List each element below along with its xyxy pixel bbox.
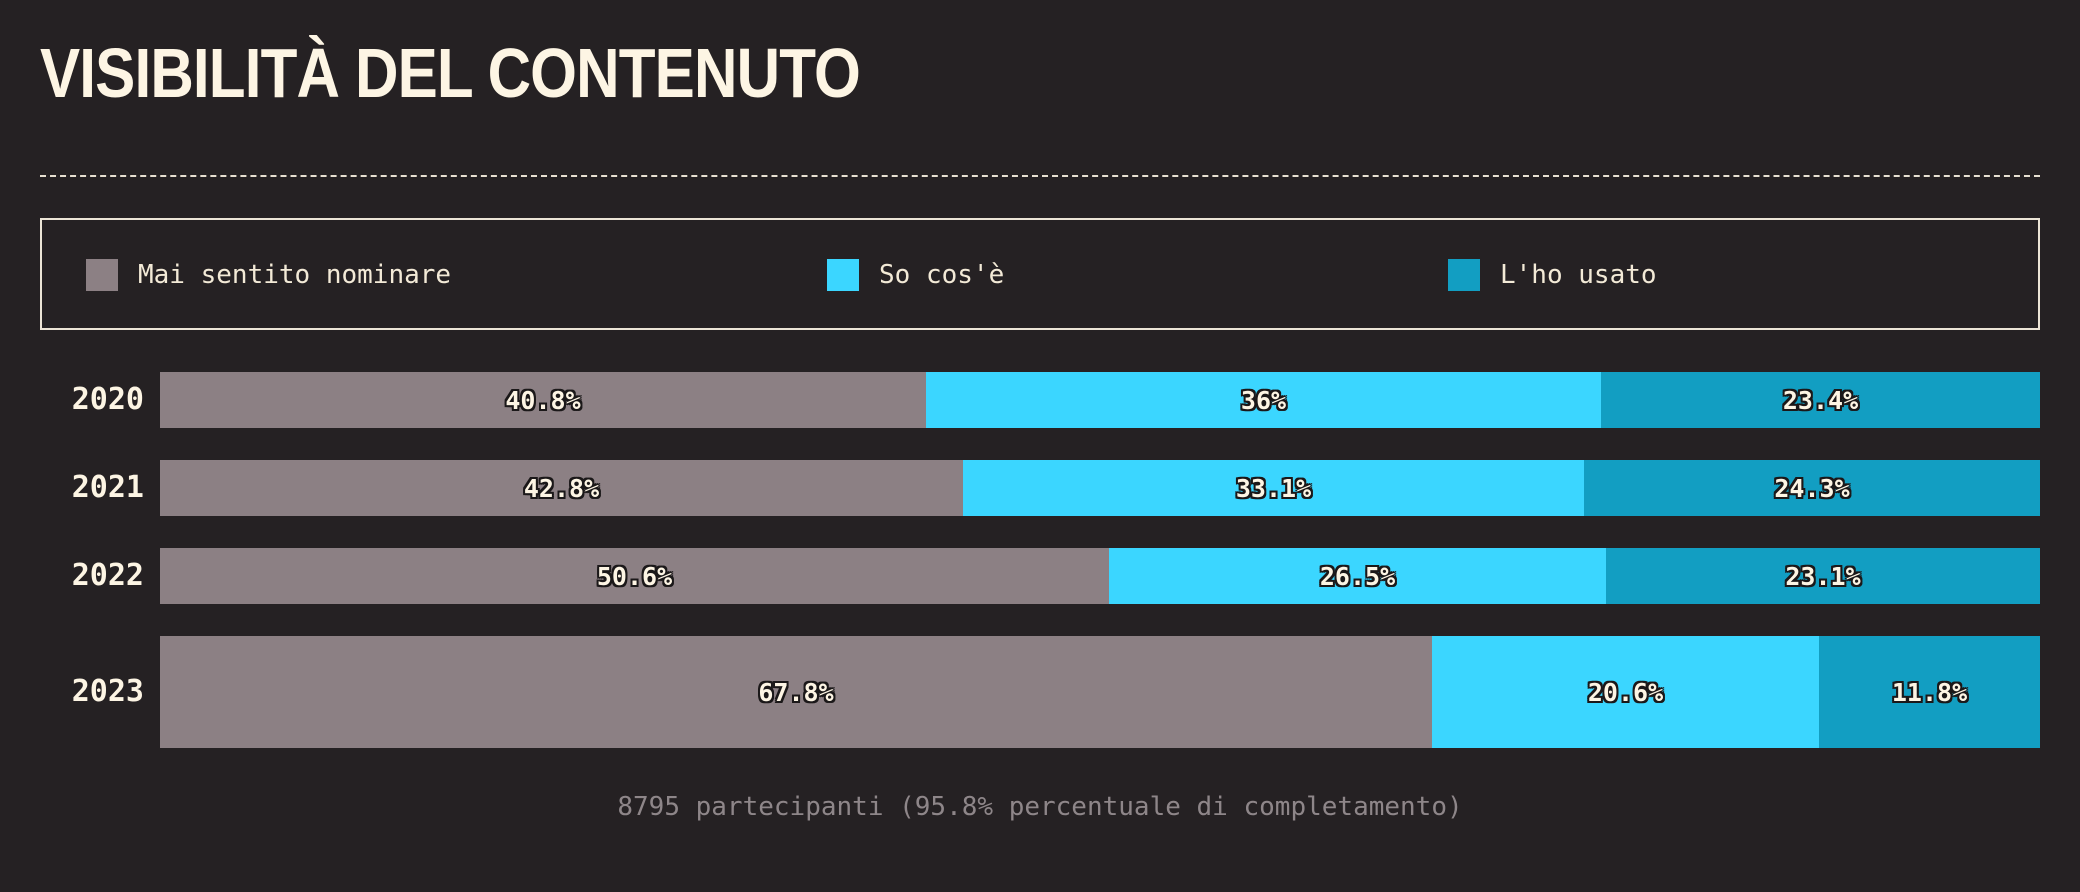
legend-label-l-ho-usato: L'ho usato bbox=[1500, 260, 1657, 290]
data-label-2022-mai-sentito-nominare: 50.6% bbox=[596, 561, 673, 591]
legend-item-l-ho-usato: L'ho usato bbox=[1448, 259, 1657, 291]
legend-label-mai-sentito-nominare: Mai sentito nominare bbox=[138, 260, 452, 290]
year-label-2023: 2023 bbox=[71, 674, 144, 709]
bar-segment-2023-l-ho-usato: 11.8% bbox=[1819, 636, 2040, 748]
page-title: VISIBILITÀ DEL CONTENUTO bbox=[40, 34, 861, 112]
bar-segment-2023-mai-sentito-nominare: 67.8% bbox=[160, 636, 1432, 748]
bar-segment-2021-mai-sentito-nominare: 42.8% bbox=[160, 460, 963, 516]
participants-footer: 8795 partecipanti (95.8% percentuale di … bbox=[617, 792, 1463, 822]
bar-segment-2022-mai-sentito-nominare: 50.6% bbox=[160, 548, 1109, 604]
dashed-divider bbox=[40, 175, 2040, 177]
bar-segment-2020-mai-sentito-nominare: 40.8% bbox=[160, 372, 926, 428]
bar-2021: 42.8% 33.1% 24.3% bbox=[160, 460, 2040, 516]
data-label-2020-so-cos-e: 36% bbox=[1240, 385, 1287, 415]
bar-segment-2020-l-ho-usato: 23.4% bbox=[1601, 372, 2040, 428]
data-label-2023-mai-sentito-nominare: 67.8% bbox=[758, 677, 834, 707]
bar-segment-2021-l-ho-usato: 24.3% bbox=[1584, 460, 2040, 516]
legend-swatch-l-ho-usato bbox=[1448, 259, 1480, 291]
year-label-2020: 2020 bbox=[71, 382, 144, 417]
data-label-2021-mai-sentito-nominare: 42.8% bbox=[523, 473, 600, 503]
bar-2020: 40.8% 36% 23.4% bbox=[160, 372, 2040, 428]
legend-label-so-cos-e: So cos'è bbox=[879, 260, 1005, 290]
bar-segment-2020-so-cos-e: 36% bbox=[926, 372, 1601, 428]
year-label-2022: 2022 bbox=[71, 558, 144, 593]
data-label-2022-so-cos-e: 26.5% bbox=[1319, 561, 1396, 591]
legend-swatch-mai-sentito-nominare bbox=[86, 259, 118, 291]
year-label-2021: 2021 bbox=[71, 470, 144, 505]
data-label-2023-so-cos-e: 20.6% bbox=[1587, 677, 1664, 707]
bar-segment-2022-so-cos-e: 26.5% bbox=[1109, 548, 1606, 604]
bar-segment-2022-l-ho-usato: 23.1% bbox=[1606, 548, 2040, 604]
bar-segment-2021-so-cos-e: 33.1% bbox=[963, 460, 1584, 516]
data-label-2023-l-ho-usato: 11.8% bbox=[1891, 677, 1968, 707]
data-label-2022-l-ho-usato: 23.1% bbox=[1785, 561, 1861, 591]
bar-2022: 50.6% 26.5% 23.1% bbox=[160, 548, 2040, 604]
legend-item-so-cos-e: So cos'è bbox=[827, 259, 1004, 291]
data-label-2021-l-ho-usato: 24.3% bbox=[1774, 473, 1850, 503]
data-label-2020-l-ho-usato: 23.4% bbox=[1782, 385, 1859, 415]
legend-swatch-so-cos-e bbox=[827, 259, 859, 291]
legend: Mai sentito nominare So cos'è L'ho usato bbox=[40, 218, 2040, 330]
data-label-2020-mai-sentito-nominare: 40.8% bbox=[505, 385, 581, 415]
legend-item-mai-sentito-nominare: Mai sentito nominare bbox=[86, 259, 451, 291]
bar-segment-2023-so-cos-e: 20.6% bbox=[1432, 636, 1819, 748]
data-label-2021-so-cos-e: 33.1% bbox=[1235, 473, 1312, 503]
bar-2023: 67.8% 20.6% 11.8% bbox=[160, 636, 2040, 748]
